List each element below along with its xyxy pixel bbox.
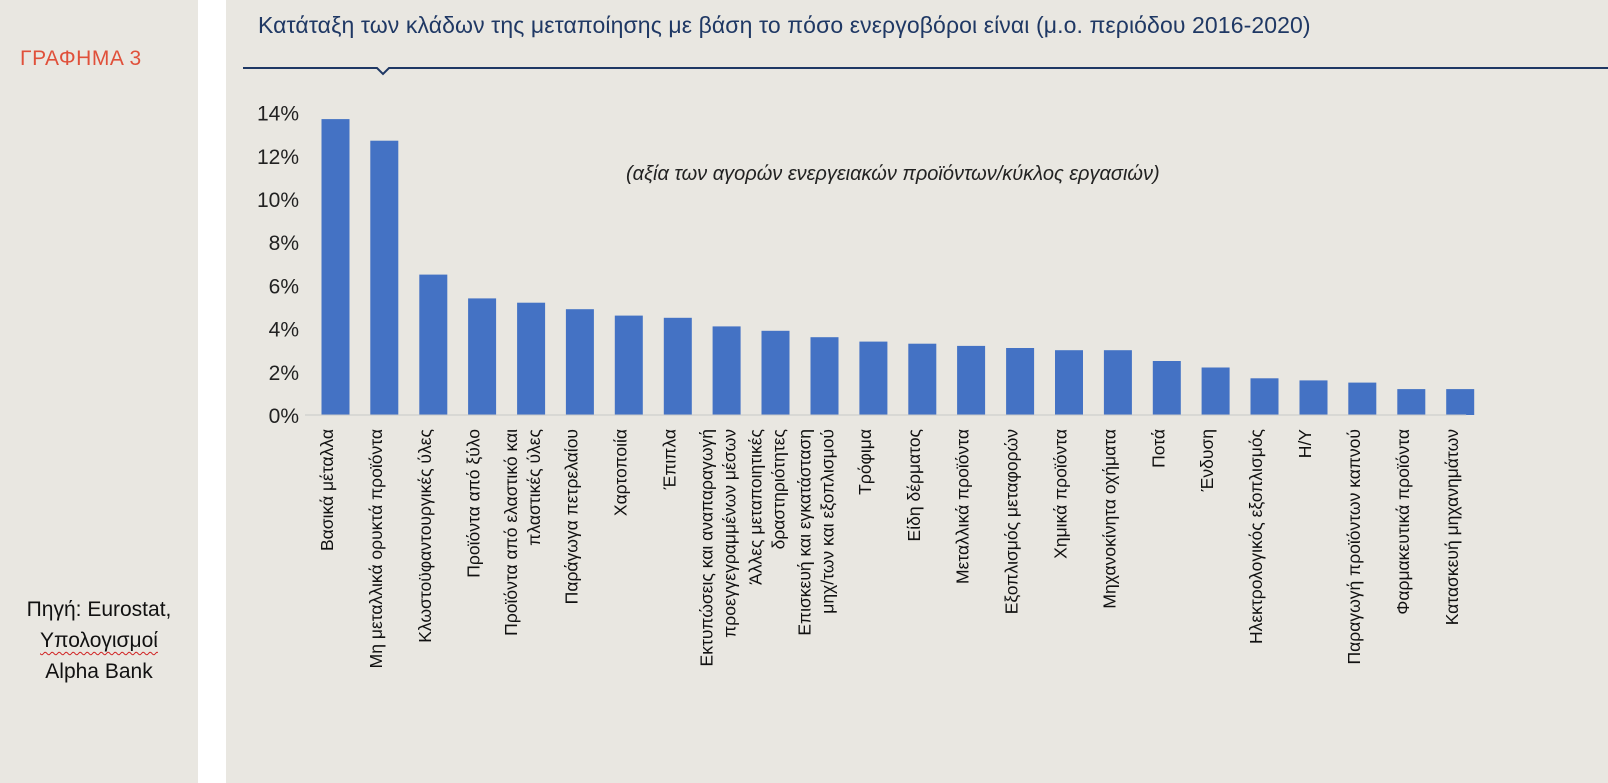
y-tick-label: 0%: [269, 405, 299, 428]
x-category-label: Χαρτοποιία: [610, 429, 630, 516]
x-category-label: μηχ/των και εξοπλισμού: [818, 429, 838, 614]
chart-annotation: (αξία των αγορών ενεργειακών προϊόντων/κ…: [626, 163, 1160, 185]
x-category-label: προεγγεγραμμένων μέσων: [720, 429, 740, 638]
source-line-3: Alpha Bank: [45, 660, 153, 683]
x-category-label: Κατασκευή μηχανημάτων: [1442, 429, 1462, 626]
x-category-label: Παραγωγή προϊόντων καπνού: [1344, 429, 1364, 664]
bar: [1250, 378, 1279, 415]
x-category-label: Άλλες μεταποιητικές: [746, 429, 766, 585]
title-underline-path: [243, 67, 1608, 76]
bar: [517, 302, 546, 415]
x-category-label: Φαρμακευτικά προϊόντα: [1393, 429, 1413, 615]
x-category-label: Εξοπλισμός μεταφορών: [1002, 429, 1022, 615]
left-sidebar: ΓΡΑΦΗΜΑ 3 Πηγή: Eurostat, Υπολογισμοί Al…: [0, 0, 198, 783]
y-tick-label: 10%: [257, 189, 299, 212]
x-category-label: δραστηριότητες: [769, 429, 789, 549]
x-category-label: Εκτυπώσεις και αναπαραγωγή: [697, 429, 717, 666]
y-tick-label: 2%: [269, 362, 299, 385]
y-tick-label: 4%: [269, 319, 299, 342]
source-note: Πηγή: Eurostat, Υπολογισμοί Alpha Bank: [0, 594, 198, 687]
bar: [614, 315, 643, 415]
bar: [1397, 389, 1426, 415]
bar: [565, 309, 594, 415]
x-axis-labels: Βασικά μέταλλα Μη μεταλλικά ορυκτά προϊόν…: [317, 429, 1462, 669]
chart-title: Κατάταξη των κλάδων της μεταποίησης με β…: [258, 12, 1311, 38]
x-category-label: Επισκευή και εγκατάσταση: [795, 429, 815, 636]
x-category-label: πλαστικές ύλες: [524, 429, 544, 546]
bar: [663, 317, 692, 415]
x-category-label: Προϊόντα από ξύλο: [464, 429, 484, 578]
bar: [419, 274, 448, 415]
bar-chart: 0% 2% 4% 6% 8% 10% 12% 14% Βασικά μέταλλα Μη μετ…: [257, 103, 1475, 669]
x-category-label: Παράγωγα πετρελαίου: [562, 429, 582, 604]
bars: [321, 119, 1475, 415]
y-tick-label: 6%: [269, 275, 299, 298]
bar: [1006, 348, 1035, 415]
x-category-label: Ποτά: [1148, 429, 1168, 468]
x-category-label: Μηχανοκίνητα οχήματα: [1100, 429, 1120, 609]
x-category-label: Μεταλλικά προϊόντα: [953, 429, 973, 584]
bar: [1348, 382, 1377, 415]
x-category-label: Τρόφιμα: [855, 429, 875, 495]
y-tick-label: 8%: [269, 232, 299, 255]
bar: [761, 330, 790, 415]
x-category-label: Έπιπλα: [659, 429, 679, 490]
x-category-label: Κλωστοϋφαντουργικές ύλες: [415, 429, 435, 643]
bar: [370, 140, 399, 415]
chart-number-label: ΓΡΑΦΗΜΑ 3: [20, 47, 142, 70]
bar: [1055, 350, 1083, 415]
x-category-label: Χημικά προϊόντα: [1051, 429, 1071, 559]
x-category-label: Είδη δέρματος: [904, 429, 924, 541]
bar: [859, 341, 888, 415]
source-line-1: Πηγή: Eurostat,: [26, 598, 172, 621]
y-tick-label: 14%: [257, 103, 299, 126]
bar: [1299, 380, 1328, 415]
bar: [957, 345, 986, 415]
bar: [1103, 350, 1132, 415]
x-category-label: Μη μεταλλικά ορυκτά προϊόντα: [366, 429, 386, 668]
bar: [1446, 389, 1475, 415]
bar: [321, 119, 350, 415]
y-axis: 0% 2% 4% 6% 8% 10% 12% 14%: [257, 103, 299, 428]
bar: [712, 326, 741, 415]
x-category-label: Η/Υ: [1295, 429, 1315, 459]
x-category-label: Ηλεκτρολογικός εξοπλισμός: [1246, 429, 1266, 644]
bar: [1152, 361, 1181, 415]
bar: [810, 337, 839, 415]
x-category-label: Προϊόντα από ελαστικό και: [501, 429, 521, 636]
bar: [1201, 367, 1230, 415]
title-underline: [243, 67, 1608, 76]
y-tick-label: 12%: [257, 146, 299, 169]
bar: [468, 298, 497, 415]
source-line-2: Υπολογισμοί: [40, 629, 158, 652]
x-category-label: Ένδυση: [1197, 429, 1217, 492]
x-category-label: Βασικά μέταλλα: [317, 429, 337, 551]
bar: [908, 343, 937, 415]
